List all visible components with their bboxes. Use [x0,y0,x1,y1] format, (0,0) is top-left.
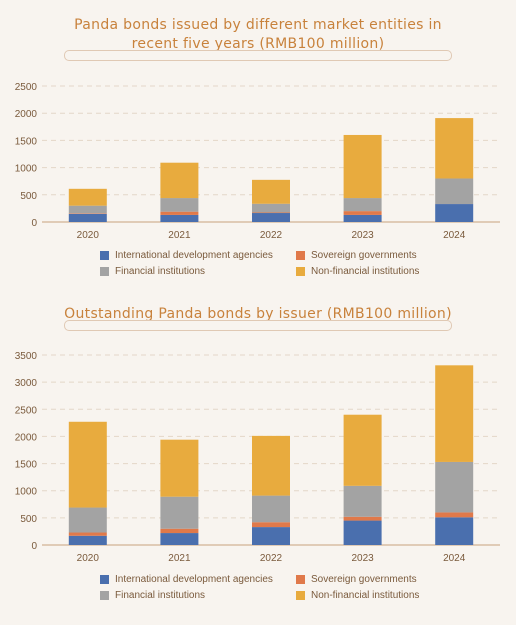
x-tick-label: 2020 [77,553,100,564]
x-tick-label: 2024 [443,553,466,564]
y-tick-label: 2500 [15,82,38,93]
x-tick-label: 2022 [260,553,283,564]
chart-title: Panda bonds issued by different market e… [0,16,516,54]
bar-segment [344,521,382,545]
legend-label: Financial institutions [115,266,205,277]
bar-segment [252,436,290,496]
bar-segment [69,508,107,533]
y-tick-label: 500 [20,514,37,525]
y-tick-label: 2000 [15,109,38,120]
bar-segment [160,198,198,212]
bar-segment [160,440,198,497]
bar-segment [344,486,382,517]
bar-segment [344,415,382,486]
y-tick-label: 2000 [15,432,38,443]
legend-item-non-financial-institutions: Non-financial institutions [296,266,419,277]
title-scroll-ornament [64,50,452,61]
x-tick-label: 2021 [168,230,191,241]
legend-label: International development agencies [115,574,273,585]
bar-segment [252,213,290,222]
bar-segment [435,178,473,204]
legend-item-international-development-agencies: International development agencies [100,250,273,261]
x-tick-label: 2023 [351,230,374,241]
legend-swatch [100,575,109,584]
legend-swatch [100,591,109,600]
bar-segment [435,118,473,178]
y-tick-label: 0 [31,541,37,552]
bar-segment [252,496,290,523]
legend-swatch [296,267,305,276]
bar-segment [344,211,382,215]
legend-item-financial-institutions: Financial institutions [100,266,205,277]
legend-swatch [100,267,109,276]
bar-segment [435,365,473,462]
bar-segment [344,215,382,222]
y-tick-label: 3000 [15,378,38,389]
y-tick-label: 1000 [15,487,38,498]
bar-segment [344,198,382,211]
bar-segment [69,189,107,206]
chart-legend: International development agencies Sover… [100,574,460,614]
legend-swatch [296,591,305,600]
bar-segment [160,497,198,529]
y-tick-label: 1500 [15,460,38,471]
bar-segment [69,214,107,222]
title-scroll-ornament [64,320,452,331]
bar-segment [344,135,382,198]
x-tick-label: 2024 [443,230,466,241]
bar-segment [252,180,290,204]
chart-legend: International development agencies Sover… [100,250,460,290]
chart-panel-outstanding: Outstanding Panda bonds by issuer (RMB10… [0,300,516,625]
bar-segment [252,204,290,213]
y-tick-label: 0 [31,218,37,229]
bar-segment [69,422,107,508]
legend-swatch [296,251,305,260]
y-tick-label: 1000 [15,164,38,175]
bar-segment [160,163,198,198]
chart-title-line-1: Panda bonds issued by different market e… [0,16,516,35]
legend-label: Non-financial institutions [311,590,419,601]
legend-label: Sovereign governments [311,250,417,261]
bar-segment [435,204,473,222]
legend-item-international-development-agencies: International development agencies [100,574,273,585]
x-tick-label: 2020 [77,230,100,241]
legend-swatch [296,575,305,584]
legend-item-financial-institutions: Financial institutions [100,590,205,601]
bar-segment [69,536,107,545]
y-tick-label: 2500 [15,405,38,416]
x-tick-label: 2023 [351,553,374,564]
bar-segment [69,213,107,214]
legend-item-sovereign-governments: Sovereign governments [296,250,417,261]
bar-segment [435,462,473,512]
legend-label: Non-financial institutions [311,266,419,277]
bar-segment [252,522,290,527]
legend-label: International development agencies [115,250,273,261]
legend-label: Financial institutions [115,590,205,601]
bar-segment [252,212,290,213]
y-tick-label: 500 [20,191,37,202]
legend-label: Sovereign governments [311,574,417,585]
x-tick-label: 2021 [168,553,191,564]
bar-segment [160,215,198,222]
bar-segment [69,533,107,536]
x-tick-label: 2022 [260,230,283,241]
bar-segment [160,529,198,533]
chart-panel-issued: Panda bonds issued by different market e… [0,0,516,300]
bar-segment [69,206,107,214]
bar-segment [160,212,198,215]
y-tick-label: 1500 [15,136,38,147]
bar-segment [160,533,198,545]
bar-segment [344,517,382,521]
bar-segment [435,517,473,545]
legend-item-sovereign-governments: Sovereign governments [296,574,417,585]
legend-swatch [100,251,109,260]
legend-item-non-financial-institutions: Non-financial institutions [296,590,419,601]
y-tick-label: 3500 [15,351,38,362]
bar-segment [252,527,290,545]
bar-segment [435,512,473,517]
